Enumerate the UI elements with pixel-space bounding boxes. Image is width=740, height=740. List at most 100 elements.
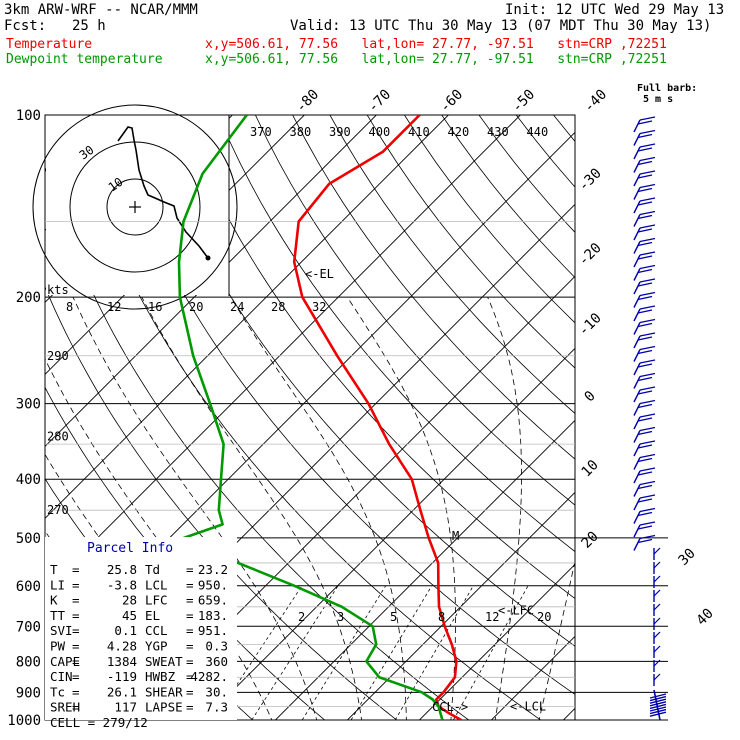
barb-staff (653, 689, 661, 721)
isotherm-label: 30 (676, 546, 699, 569)
barb-flag (649, 711, 667, 717)
hodograph-speed-label: 8 (66, 300, 73, 314)
barb-flag (639, 494, 656, 499)
wind-barb (633, 305, 656, 322)
moist-adiabat (72, 296, 318, 720)
barb-flag (637, 147, 653, 152)
isotherm-label: 10 (579, 457, 602, 480)
theta-label: 400 (369, 125, 391, 139)
barb-flag (639, 440, 656, 445)
isotherm-line (45, 115, 522, 592)
dry-adiabat (628, 115, 740, 733)
barb-staff (633, 214, 641, 227)
parcel-key: YGP (145, 639, 168, 654)
barb-key-title: Full barb: (637, 83, 698, 94)
hodograph: 10 30 kts (32, 104, 238, 310)
barb-flag (637, 336, 653, 341)
barb-flag (637, 228, 653, 233)
parcel-value: 4282. (190, 669, 228, 684)
pressure-label-600: 600 (16, 579, 41, 595)
barb-staff (633, 457, 641, 470)
hodograph-speed-label: 28 (271, 300, 285, 314)
barb-flag (637, 120, 653, 125)
barb-flag (639, 372, 656, 378)
wind-barb (633, 278, 656, 295)
isotherm-label: -80 (293, 87, 322, 116)
wind-barb (633, 480, 656, 497)
barb-flag (639, 413, 656, 418)
barb-staff (633, 227, 641, 241)
parcel-key: Tc (50, 684, 65, 699)
barb-staff (633, 497, 641, 511)
isotherm-label: -40 (581, 87, 610, 116)
dewpoint-station-info: x,y=506.61, 77.56 lat,lon= 27.77, -97.51… (205, 52, 667, 67)
barb-flag (639, 507, 656, 513)
parcel-eq: = (186, 562, 194, 577)
wind-barb (633, 210, 656, 227)
wind-barb (633, 507, 656, 524)
wind-barb (633, 426, 656, 443)
isotherm-line (45, 115, 378, 448)
parcel-eq: = (186, 684, 194, 699)
isotherm-line (0, 102, 30, 733)
barb-flag (653, 603, 661, 611)
barb-staff (633, 524, 641, 538)
hodograph-background (46, 115, 229, 295)
barb-staff (633, 119, 641, 133)
parcel-value: 0.3 (205, 639, 228, 654)
barb-flag (637, 457, 653, 463)
theta-label: 420 (448, 125, 470, 139)
barb-staff (633, 133, 641, 146)
barb-staff (633, 281, 641, 295)
parcel-key: LCL (145, 577, 168, 592)
barb-flag (639, 332, 656, 337)
dry-adiabat (105, 115, 575, 695)
moist-adiabat (538, 559, 575, 720)
wind-barbs (633, 116, 667, 721)
barb-flag (637, 133, 653, 139)
parcel-key: T (50, 562, 58, 577)
level-marker: <-EL (305, 267, 334, 281)
barb-staff (633, 403, 641, 416)
parcel-eq: = (72, 562, 80, 577)
parcel-eq: = (186, 669, 194, 684)
isotherm-line (418, 563, 575, 720)
dry-adiabat (217, 115, 575, 553)
barb-flag (637, 390, 653, 395)
isotherm-line (490, 635, 575, 720)
forecast-hour: 25 h (72, 18, 106, 34)
isotherm-label: 20 (579, 529, 602, 552)
mixing-ratio-line (394, 585, 474, 720)
barb-staff (633, 443, 641, 457)
barb-flag (637, 444, 653, 449)
barb-flag (637, 309, 653, 314)
parcel-value: 28 (122, 593, 137, 608)
theta-label: 390 (329, 125, 351, 139)
barb-staff (633, 470, 641, 484)
dry-adiabat (45, 165, 470, 720)
temperature-trace (292, 115, 462, 720)
temperature-station-info: x,y=506.61, 77.56 lat,lon= 27.77, -97.51… (205, 37, 667, 52)
dry-adiabat (0, 115, 48, 733)
barb-flag (637, 376, 653, 382)
parcel-value: -3.8 (107, 577, 137, 592)
isotherm-label: -10 (576, 310, 605, 339)
barb-flag (637, 187, 653, 193)
hodograph-ring-10 (106, 178, 164, 236)
moist-adiabat (45, 357, 273, 720)
isotherm-line (695, 102, 740, 733)
barb-flag (639, 170, 656, 175)
barb-flag (639, 359, 656, 364)
hodograph-speed-label: 12 (107, 300, 121, 314)
barb-staff (633, 416, 641, 430)
parcel-value: 951. (198, 623, 228, 638)
barb-flag (637, 538, 653, 544)
parcel-value: 7.3 (205, 700, 228, 715)
wind-barb (633, 156, 656, 173)
parcel-eq: = (72, 623, 80, 638)
wind-barb (633, 453, 656, 470)
barb-flag (639, 129, 656, 135)
barb-staff (633, 254, 641, 268)
mixing-ratio-line (453, 585, 529, 720)
barb-staff (633, 308, 641, 322)
